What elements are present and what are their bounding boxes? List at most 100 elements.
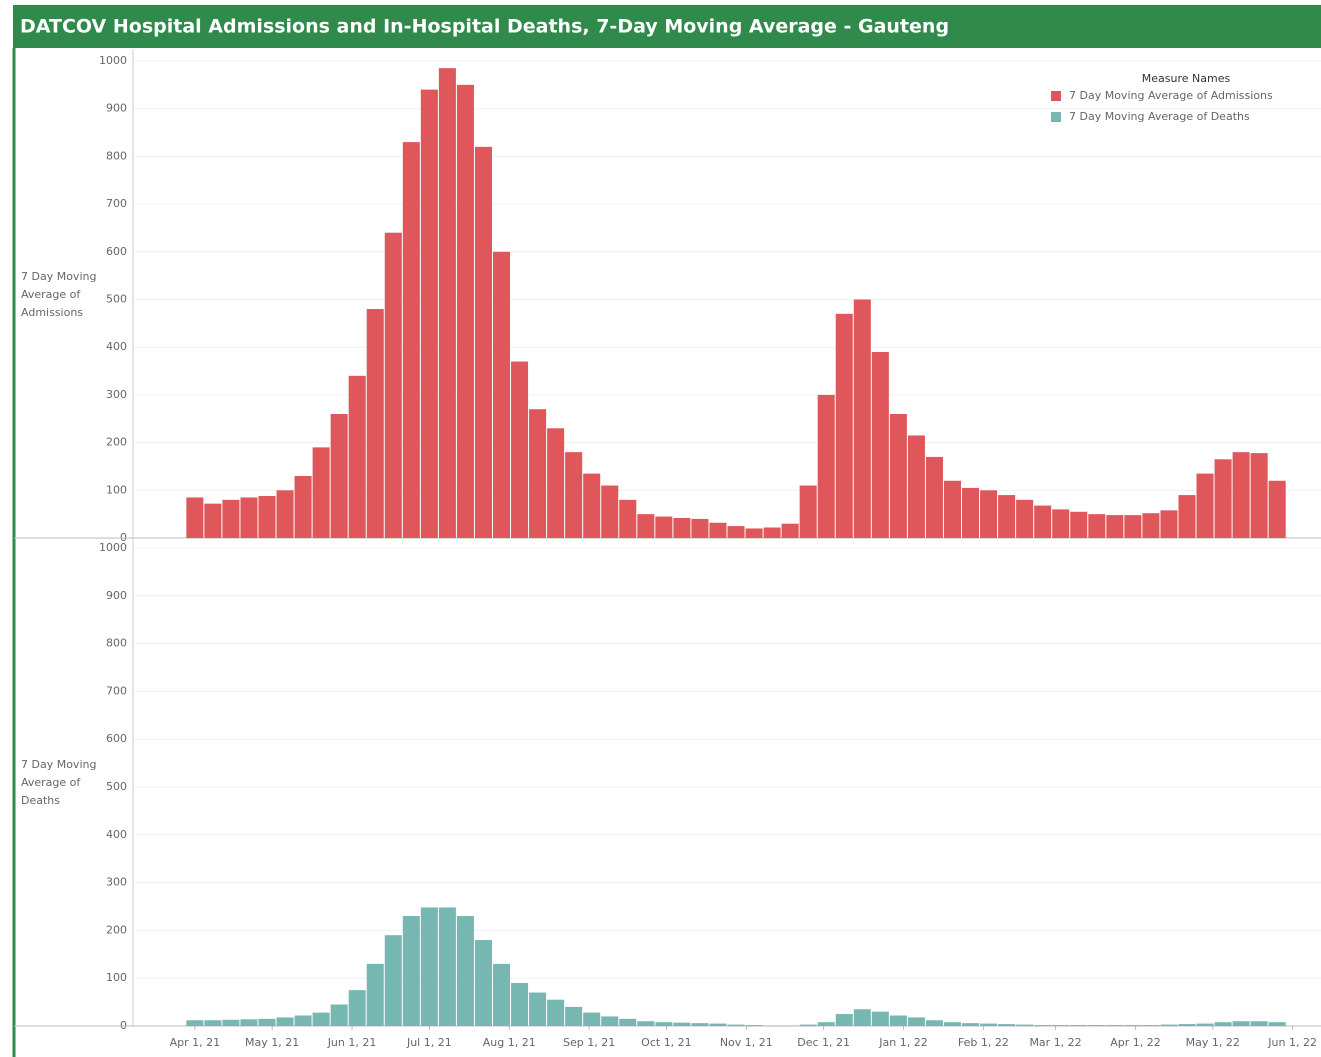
y-tick-label: 600 (106, 732, 127, 745)
bar (456, 916, 474, 1026)
bar (529, 992, 547, 1026)
legend-title: Measure Names (1142, 72, 1231, 85)
bar (402, 142, 420, 538)
bar (601, 1016, 619, 1026)
bar (1178, 495, 1196, 538)
x-tick-label: Aug 1, 21 (483, 1036, 536, 1049)
bar (1196, 1023, 1214, 1026)
bar (1124, 515, 1142, 538)
bar (817, 394, 835, 538)
bar (637, 514, 655, 538)
bar (547, 999, 565, 1026)
y-tick-label: 600 (106, 245, 127, 258)
x-tick-label: Dec 1, 21 (797, 1036, 850, 1049)
bar (799, 485, 817, 538)
bar (1142, 1025, 1160, 1026)
bar (1106, 1025, 1124, 1026)
x-tick-label: Apr 1, 22 (1110, 1036, 1161, 1049)
bar (1178, 1024, 1196, 1026)
x-tick-label: Jan 1, 22 (878, 1036, 927, 1049)
y-tick-label: 1000 (99, 541, 127, 554)
chart-title: DATCOV Hospital Admissions and In-Hospit… (20, 16, 949, 38)
y-tick-label: 500 (106, 780, 127, 793)
x-tick-label: Feb 1, 22 (958, 1036, 1009, 1049)
y-tick-label: 900 (106, 589, 127, 602)
bar (366, 309, 384, 538)
bar (853, 299, 871, 538)
bar (348, 990, 366, 1026)
bar (1034, 1025, 1052, 1026)
bar (1268, 480, 1286, 538)
bar (943, 1022, 962, 1026)
bar (294, 1015, 312, 1026)
bar (583, 473, 601, 538)
bar (1034, 505, 1052, 538)
x-tick-label: Apr 1, 21 (170, 1036, 221, 1049)
bar (799, 1024, 817, 1026)
bar (601, 485, 619, 538)
y-tick-label: 1000 (99, 54, 127, 67)
bar (474, 146, 492, 539)
bar (366, 963, 384, 1026)
bar (384, 232, 402, 538)
bar (1016, 499, 1034, 538)
bar (1196, 473, 1214, 538)
bar (330, 413, 348, 538)
y-tick-label: 300 (106, 876, 127, 889)
y-tick-label: 400 (106, 828, 127, 841)
bar (420, 89, 438, 539)
bar (889, 413, 907, 538)
bar (492, 251, 511, 539)
bar (1016, 1024, 1034, 1026)
x-tick-label: Mar 1, 22 (1029, 1036, 1081, 1049)
bar (781, 523, 799, 538)
y-tick-label: 400 (106, 340, 127, 353)
bar (456, 84, 474, 538)
bar (637, 1021, 655, 1026)
bar (871, 351, 889, 538)
bar (998, 495, 1016, 538)
bar (655, 1022, 673, 1026)
bar (925, 456, 943, 538)
bar (204, 1020, 222, 1026)
bar (1106, 515, 1124, 538)
bar (1088, 514, 1106, 538)
bar (1250, 1021, 1268, 1026)
bar (691, 518, 709, 538)
bar (889, 1015, 907, 1026)
bar (1160, 1024, 1178, 1026)
bar (222, 499, 240, 538)
bar (925, 1020, 943, 1026)
bar (763, 527, 781, 538)
bar (1250, 453, 1268, 538)
bar (655, 516, 673, 538)
bar (727, 526, 745, 538)
y-tick-label: 100 (106, 483, 127, 496)
legend-swatch (1051, 112, 1061, 122)
y-tick-label: 100 (106, 971, 127, 984)
y-tick-label: 900 (106, 102, 127, 115)
bar (691, 1023, 709, 1026)
bar (312, 1012, 330, 1026)
bar (745, 1025, 763, 1026)
bar (835, 1014, 853, 1026)
bar (1088, 1025, 1106, 1026)
bar (384, 935, 402, 1026)
y-axis-title: 7 Day Moving Average of Admissions (21, 270, 97, 319)
bar (1232, 452, 1250, 538)
bar (529, 409, 547, 538)
x-tick-label: Jun 1, 22 (1267, 1036, 1317, 1049)
bar (998, 1024, 1016, 1026)
bar (907, 1017, 925, 1026)
bar (204, 503, 222, 538)
legend-label: 7 Day Moving Average of Admissions (1069, 89, 1273, 102)
bar (962, 487, 980, 538)
bar (907, 435, 925, 538)
bar (258, 1018, 276, 1026)
bar (817, 1022, 835, 1026)
bar (619, 1018, 637, 1026)
bar (1052, 509, 1070, 538)
bar (745, 528, 763, 538)
bar (240, 1019, 258, 1026)
